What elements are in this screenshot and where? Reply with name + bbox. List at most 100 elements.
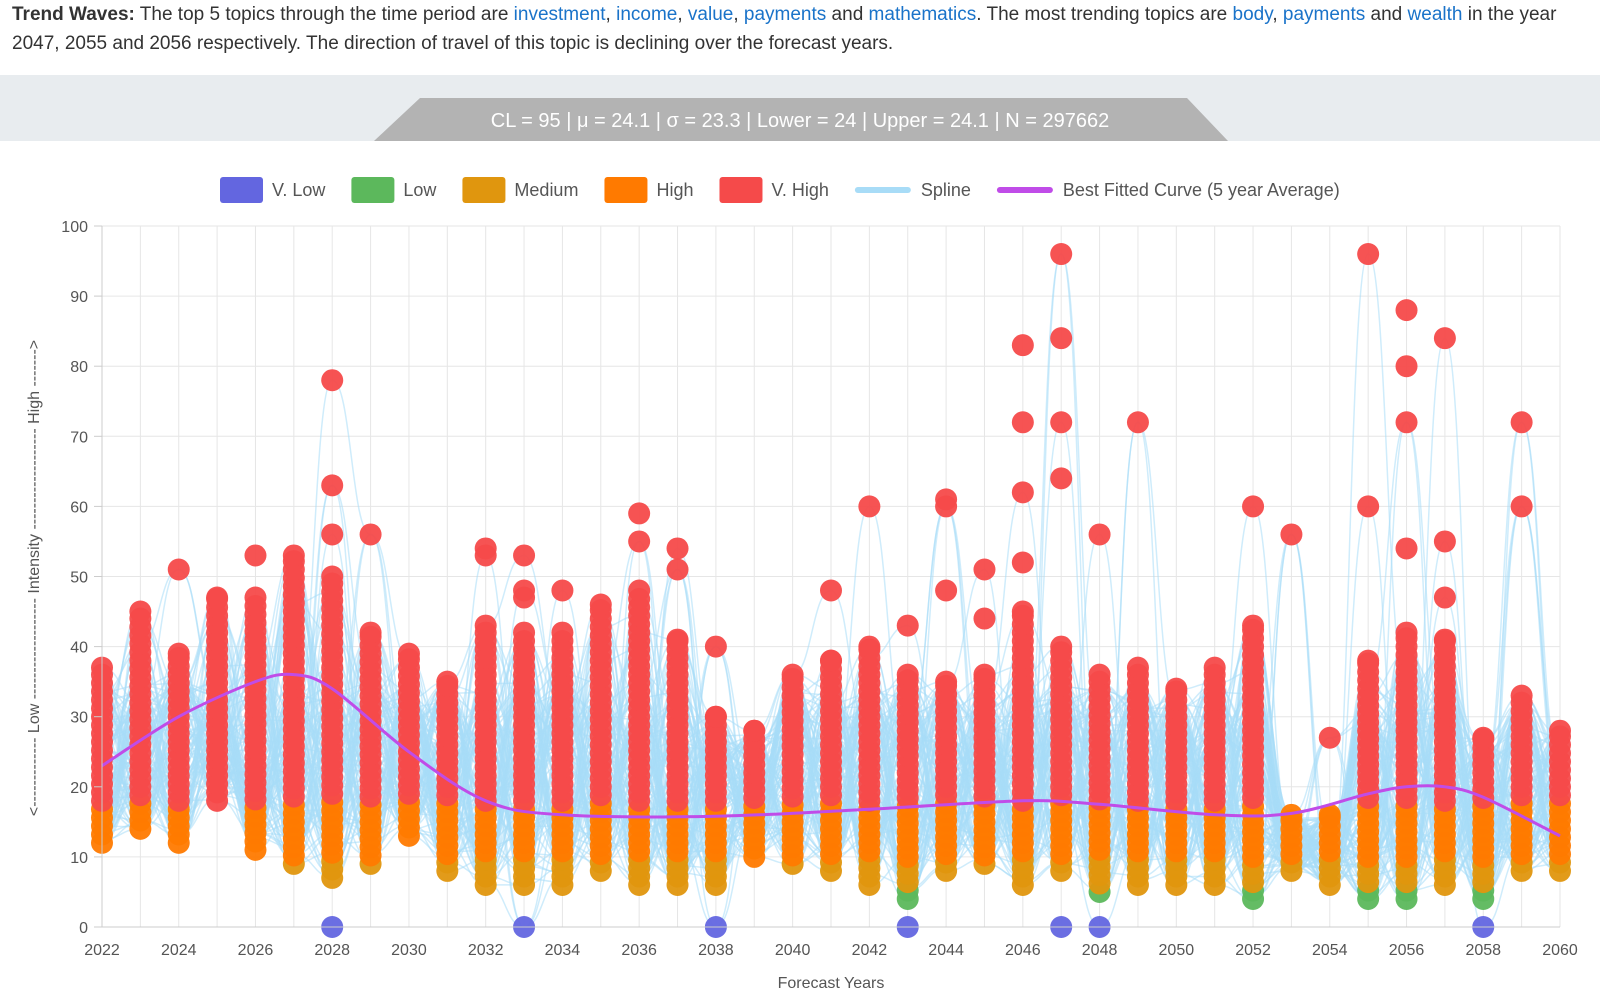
legend-label-vlow[interactable]: V. Low — [272, 180, 326, 200]
topic-link-payments[interactable]: payments — [743, 4, 827, 25]
data-point-2041[interactable] — [820, 649, 842, 672]
data-point-2059[interactable] — [1510, 411, 1533, 434]
data-point-2027[interactable] — [282, 544, 305, 567]
data-point-2057[interactable] — [1433, 586, 1456, 609]
data-point-2044[interactable] — [935, 488, 958, 511]
data-point-2055[interactable] — [1357, 243, 1380, 266]
data-point-2053[interactable] — [1280, 523, 1303, 546]
data-point-2037[interactable] — [666, 537, 689, 560]
data-point-2046[interactable] — [1011, 334, 1034, 357]
y-tick-label: 80 — [70, 359, 88, 376]
data-point-2034[interactable] — [551, 621, 574, 644]
data-point-2046[interactable] — [1011, 551, 1034, 574]
data-point-2046[interactable] — [1011, 411, 1034, 434]
data-point-2043[interactable] — [896, 663, 919, 686]
data-point-2047[interactable] — [1050, 635, 1073, 658]
trend-link-payments[interactable]: payments — [1282, 4, 1366, 25]
data-point-2043[interactable] — [896, 614, 919, 637]
legend-label-low[interactable]: Low — [403, 180, 437, 200]
data-point-2051[interactable] — [1203, 656, 1226, 679]
data-point-2059[interactable] — [1510, 684, 1533, 707]
legend-label-spline[interactable]: Spline — [921, 180, 971, 200]
data-point-2031[interactable] — [436, 670, 459, 693]
trend-link-body[interactable]: body — [1232, 4, 1273, 25]
data-point-2050[interactable] — [1165, 677, 1188, 700]
data-point-2056[interactable] — [1395, 355, 1418, 378]
data-point-2033[interactable] — [513, 621, 536, 644]
data-point-2039[interactable] — [743, 719, 766, 742]
data-point-2036[interactable] — [628, 530, 651, 553]
data-point-2056[interactable] — [1395, 299, 1418, 322]
legend-label-best[interactable]: Best Fitted Curve (5 year Average) — [1063, 180, 1340, 200]
data-point-2047[interactable] — [1050, 411, 1073, 434]
data-point-2037[interactable] — [666, 628, 689, 651]
data-point-2048[interactable] — [1088, 663, 1111, 686]
data-point-2033[interactable] — [513, 544, 536, 567]
data-point-2040[interactable] — [781, 663, 804, 686]
data-point-2060[interactable] — [1549, 719, 1571, 742]
data-point-2035[interactable] — [589, 593, 612, 616]
data-point-2026[interactable] — [244, 586, 267, 609]
data-point-2026[interactable] — [244, 544, 267, 567]
data-point-2036[interactable] — [628, 502, 651, 525]
data-point-2054[interactable] — [1318, 726, 1341, 749]
legend-label-vhigh[interactable]: V. High — [771, 180, 828, 200]
data-point-2045[interactable] — [973, 558, 996, 581]
data-point-2028[interactable] — [321, 369, 344, 392]
data-point-2056[interactable] — [1395, 411, 1418, 434]
data-point-2028[interactable] — [321, 565, 344, 588]
data-point-2057[interactable] — [1433, 327, 1456, 350]
data-point-2054[interactable] — [1318, 803, 1341, 826]
data-point-2041[interactable] — [820, 579, 842, 602]
data-point-2046[interactable] — [1011, 600, 1034, 623]
data-point-2023[interactable] — [129, 600, 152, 623]
data-point-2046[interactable] — [1011, 481, 1034, 504]
data-point-2057[interactable] — [1433, 530, 1456, 553]
data-point-2047[interactable] — [1050, 467, 1073, 490]
data-point-2025[interactable] — [206, 586, 229, 609]
data-point-2032[interactable] — [474, 537, 497, 560]
topic-link-income[interactable]: income — [616, 4, 678, 25]
data-point-2042[interactable] — [858, 495, 881, 518]
data-point-2048[interactable] — [1088, 523, 1111, 546]
data-point-2056[interactable] — [1395, 537, 1418, 560]
topic-link-mathematics[interactable]: mathematics — [868, 4, 977, 25]
data-point-2058[interactable] — [1472, 726, 1495, 749]
best-fit-curve — [101, 672, 1561, 838]
data-point-2030[interactable] — [397, 642, 420, 665]
data-point-2049[interactable] — [1126, 411, 1149, 434]
data-point-2038[interactable] — [704, 705, 727, 728]
trend-link-wealth[interactable]: wealth — [1407, 4, 1463, 25]
data-point-2032[interactable] — [474, 614, 497, 637]
legend-label-high[interactable]: High — [656, 180, 693, 200]
data-point-2059[interactable] — [1510, 495, 1533, 518]
data-point-2024[interactable] — [167, 642, 190, 665]
data-point-2055[interactable] — [1357, 649, 1380, 672]
data-point-2045[interactable] — [973, 663, 996, 686]
data-point-2042[interactable] — [858, 635, 881, 658]
data-point-2055[interactable] — [1357, 495, 1380, 518]
data-point-2057[interactable] — [1433, 628, 1456, 651]
data-point-2024[interactable] — [167, 558, 190, 581]
data-point-2028[interactable] — [321, 523, 344, 546]
data-point-2056[interactable] — [1395, 621, 1418, 644]
data-point-2036[interactable] — [628, 579, 651, 602]
data-point-2044[interactable] — [935, 579, 958, 602]
data-point-2045[interactable] — [973, 607, 996, 630]
data-point-2049[interactable] — [1126, 656, 1149, 679]
data-point-2052[interactable] — [1242, 495, 1265, 518]
data-point-2029[interactable] — [359, 523, 382, 546]
topic-link-investment[interactable]: investment — [513, 4, 606, 25]
data-point-2052[interactable] — [1242, 614, 1265, 637]
data-point-2037[interactable] — [666, 558, 689, 581]
data-point-2028[interactable] — [321, 474, 344, 497]
legend-label-medium[interactable]: Medium — [514, 180, 578, 200]
data-point-2038[interactable] — [704, 635, 727, 658]
data-point-2047[interactable] — [1050, 243, 1073, 266]
topic-link-value[interactable]: value — [687, 4, 734, 25]
data-point-2047[interactable] — [1050, 327, 1073, 350]
data-point-2033[interactable] — [513, 579, 536, 602]
data-point-2044[interactable] — [935, 670, 958, 693]
data-point-2029[interactable] — [359, 621, 382, 644]
data-point-2034[interactable] — [551, 579, 574, 602]
